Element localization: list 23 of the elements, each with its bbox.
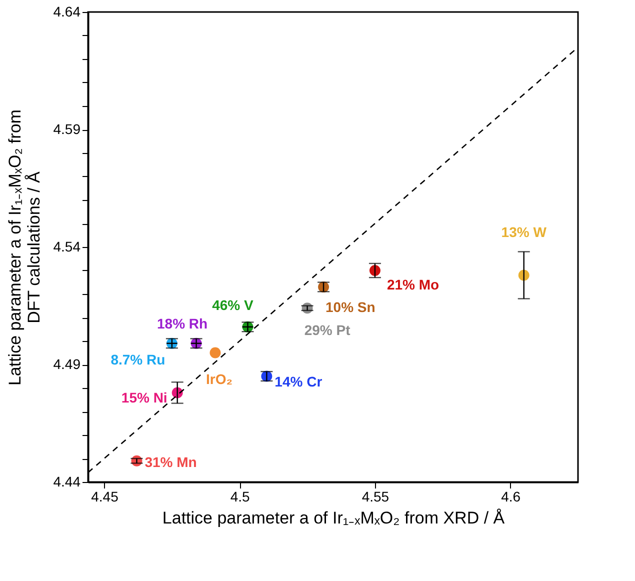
x-tick-label: 4.55 <box>362 488 390 504</box>
series-label: 18% Rh <box>157 315 208 332</box>
y-tick-label: 4.59 <box>53 121 81 137</box>
x-axis-title: Lattice parameter a of Ir₁₋ₓMₓO₂ from XRD / Å <box>162 508 506 528</box>
series-label: 31% Mn <box>144 454 197 470</box>
series-label: 46% V <box>212 296 254 313</box>
series-label: 21% Mo <box>386 276 440 292</box>
x-tick-label: 4.5 <box>230 488 250 504</box>
x-tick-label: 4.45 <box>91 488 119 504</box>
y-tick-label: 4.44 <box>53 474 81 490</box>
series-label: 14% Cr <box>274 373 323 390</box>
series-label: 10% Sn <box>326 298 376 315</box>
text: 13% W <box>501 224 548 240</box>
series-label: 29% Pt <box>304 322 351 338</box>
series-label: 15% Ni <box>121 390 168 406</box>
series-label: 8.7% Ru <box>110 351 166 368</box>
y-tick-label: 4.49 <box>53 356 81 372</box>
x-tick-label: 4.6 <box>501 488 521 504</box>
y-axis-title: Lattice parameter a of Ir₁₋ₓMₓO₂ from DFT calculations / Å <box>5 109 44 386</box>
y-tick-label: 4.64 <box>53 4 81 20</box>
series-label: IrO₂ <box>206 370 232 387</box>
point <box>210 347 221 358</box>
y-tick-label: 4.54 <box>53 238 81 254</box>
